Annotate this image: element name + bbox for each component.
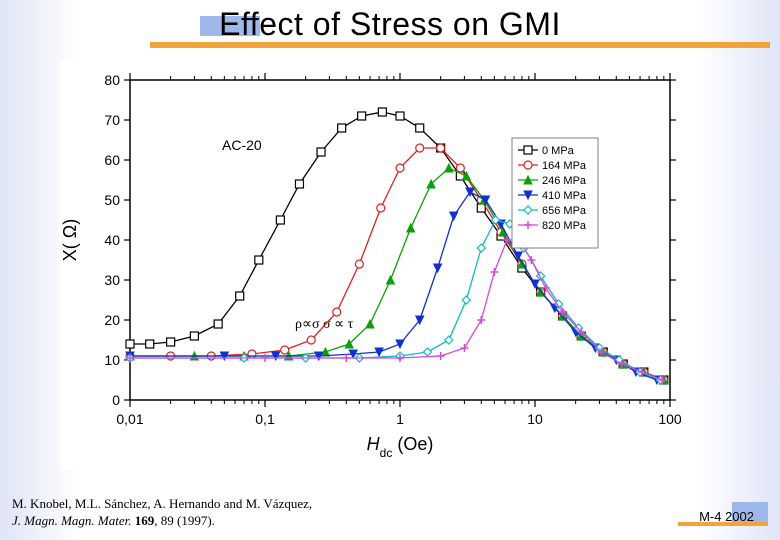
svg-text:0,01: 0,01 [116, 411, 143, 427]
svg-text:0 MPa: 0 MPa [542, 145, 575, 157]
slide-title: Effect of Stress on GMI [219, 6, 561, 42]
annotation-label: AC-20 [222, 137, 262, 153]
slide-bg-right [700, 0, 780, 540]
svg-text:40: 40 [104, 232, 120, 248]
svg-text:656 MPa: 656 MPa [542, 205, 587, 217]
svg-text:60: 60 [104, 152, 120, 168]
svg-text:50: 50 [104, 192, 120, 208]
svg-text:70: 70 [104, 112, 120, 128]
citation: M. Knobel, M.L. Sánchez, A. Hernando and… [12, 495, 312, 530]
svg-text:100: 100 [658, 411, 682, 427]
svg-text:0,1: 0,1 [255, 411, 275, 427]
footer-badge: M-4 2002 [699, 508, 764, 526]
svg-text:1: 1 [396, 411, 404, 427]
citation-journal: J. Magn. Magn. Mater. [12, 513, 132, 528]
footer-label: M-4 2002 [699, 509, 764, 524]
svg-text:30: 30 [104, 272, 120, 288]
citation-volume: 169 [135, 513, 155, 528]
svg-text:410 MPa: 410 MPa [542, 190, 587, 202]
series-820-MPa [126, 236, 667, 384]
gmi-chart-svg: 0 10 20 30 40 50 60 70 80 0,01 0,1 1 10 100 X( Ω) Hdc (… [60, 60, 700, 470]
gmi-chart: 0 10 20 30 40 50 60 70 80 0,01 0,1 1 10 100 X( Ω) Hdc (… [60, 60, 700, 470]
svg-text:820 MPa: 820 MPa [542, 220, 587, 232]
title-wrap: Effect of Stress on GMI [0, 6, 780, 43]
svg-text:10: 10 [527, 411, 543, 427]
svg-text:10: 10 [104, 352, 120, 368]
svg-text:Hdc (Oe): Hdc (Oe) [367, 434, 434, 460]
svg-text:ρ∝σ σ ∝ τ: ρ∝σ σ ∝ τ [295, 317, 354, 332]
svg-text:20: 20 [104, 312, 120, 328]
svg-text:164 MPa: 164 MPa [542, 160, 587, 172]
svg-text:0: 0 [112, 392, 120, 408]
svg-text:80: 80 [104, 72, 120, 88]
citation-authors: M. Knobel, M.L. Sánchez, A. Hernando and… [12, 496, 312, 511]
svg-text:X( Ω): X( Ω) [60, 219, 80, 261]
citation-rest: , 89 (1997). [154, 513, 215, 528]
svg-text:246 MPa: 246 MPa [542, 175, 587, 187]
